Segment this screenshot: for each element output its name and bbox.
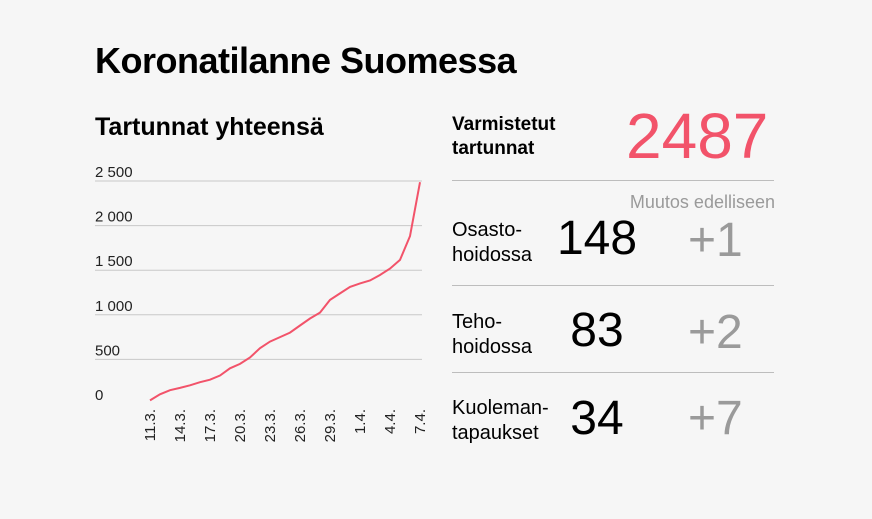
x-tick-label: 29.3. bbox=[322, 409, 339, 442]
y-tick-label: 1 500 bbox=[95, 253, 133, 270]
y-tick-label: 2 500 bbox=[95, 164, 133, 181]
stat-label-deaths: Kuoleman- tapaukset bbox=[452, 396, 562, 446]
x-tick-label: 7.4. bbox=[412, 409, 429, 434]
stat-label-line2: hoidossa bbox=[452, 244, 533, 266]
cases-line-chart: 0 500 1 000 1 500 2 000 2 500 11.3. 14.3. 17.3.… bbox=[95, 164, 429, 442]
stat-label-icu: Teho- hoidossa bbox=[452, 310, 562, 360]
stat-label-line1: Kuoleman- bbox=[452, 397, 549, 419]
x-tick-label: 20.3. bbox=[232, 409, 249, 442]
x-tick-label: 26.3. bbox=[292, 409, 309, 442]
stat-change-icu: +2 bbox=[688, 306, 743, 359]
x-tick-label: 11.3. bbox=[142, 409, 159, 441]
stat-label-line2: tapaukset bbox=[452, 422, 539, 444]
stat-label-ward: Osasto- hoidossa bbox=[452, 218, 562, 268]
divider bbox=[452, 285, 774, 286]
confirmed-label-line2: tartunnat bbox=[452, 138, 535, 159]
cases-series-line bbox=[149, 182, 421, 402]
stat-label-line1: Teho- bbox=[452, 311, 503, 333]
confirmed-label-line1: Varmistetut bbox=[452, 114, 556, 135]
chart-title: Tartunnat yhteensä bbox=[95, 113, 324, 141]
x-tick-label: 1.4. bbox=[352, 409, 369, 434]
x-tick-label: 23.3. bbox=[262, 409, 279, 442]
y-tick-label: 0 bbox=[95, 387, 103, 404]
page-title: Koronatilanne Suomessa bbox=[95, 40, 517, 81]
y-tick-label: 500 bbox=[95, 342, 120, 359]
divider bbox=[452, 372, 774, 373]
y-tick-label: 1 000 bbox=[95, 298, 133, 315]
stat-change-deaths: +7 bbox=[688, 392, 743, 445]
stat-value-icu: 83 bbox=[570, 304, 624, 357]
x-tick-label: 17.3. bbox=[202, 409, 219, 442]
divider bbox=[452, 180, 774, 181]
change-header: Muutos edelliseen bbox=[629, 192, 775, 212]
stat-label-line2: hoidossa bbox=[452, 336, 533, 358]
confirmed-label: Varmistetut tartunnat bbox=[452, 113, 592, 161]
stat-value-ward: 148 bbox=[556, 212, 638, 265]
stat-change-ward: +1 bbox=[688, 214, 743, 267]
x-tick-label: 4.4. bbox=[382, 409, 399, 434]
stat-value-deaths: 34 bbox=[570, 392, 624, 445]
y-tick-label: 2 000 bbox=[95, 209, 133, 226]
stat-label-line1: Osasto- bbox=[452, 219, 523, 241]
x-tick-label: 14.3. bbox=[172, 409, 189, 442]
confirmed-value: 2487 bbox=[626, 100, 769, 172]
